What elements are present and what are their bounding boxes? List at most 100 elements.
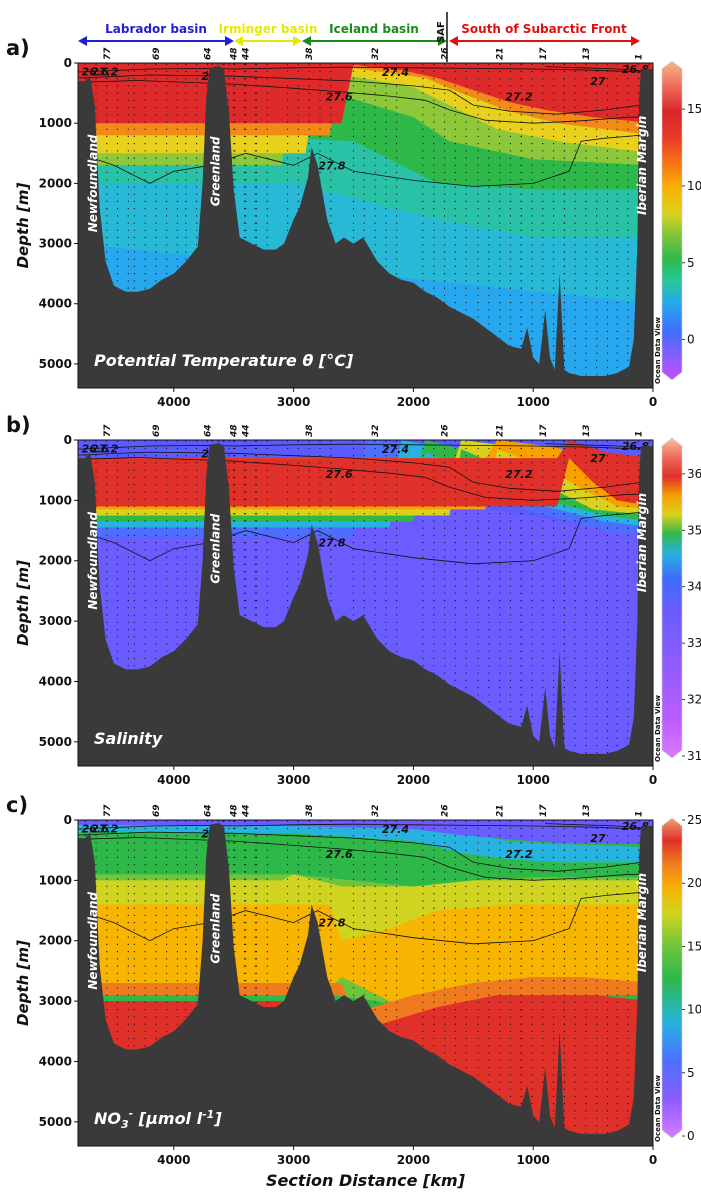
x-tick-label: 1000 <box>517 1153 550 1167</box>
temp-band-8c <box>78 63 653 166</box>
colorbar-tick-label: 35 <box>687 523 701 537</box>
station-label: 26 <box>441 424 451 437</box>
station-label: 64 <box>203 47 213 60</box>
labrador-basin-arrow <box>78 36 234 46</box>
colorbar-ramp <box>661 60 683 381</box>
variable-label-part: - <box>129 1107 134 1120</box>
panel-3: 27.427.227.627.82726.627.22726.8Newfound… <box>6 793 701 1190</box>
y-tick-label: 5000 <box>39 1115 72 1129</box>
x-tick-label: 2000 <box>397 773 430 787</box>
isopycnal-label: 27.6 <box>326 91 353 104</box>
x-tick-label: 3000 <box>277 773 310 787</box>
isopycnal-label: 26.6 <box>82 65 109 78</box>
newfoundland-label: Newfoundland <box>86 511 100 609</box>
y-tick-label: 2000 <box>39 554 72 568</box>
x-axis-label: Section Distance [km] <box>266 1171 466 1190</box>
station-label: 13 <box>582 47 592 60</box>
y-tick-label: 0 <box>64 56 72 70</box>
colorbar-tick-label: 31 <box>687 749 701 763</box>
colorbar: 15 10 5 0 Ocean Data View <box>654 60 701 384</box>
colorbar-tick-label: 25 <box>687 813 701 827</box>
station-label: 1 <box>635 811 645 817</box>
y-axis: 0 1000 2000 3000 4000 5000 <box>39 56 78 371</box>
y-axis-label: Depth [m] <box>14 560 32 646</box>
x-tick-label: 2000 <box>397 395 430 409</box>
section-panels: 27.427.227.627.82726.627.22726.8Newfound… <box>6 36 701 1190</box>
panel-label: a) <box>6 36 30 60</box>
colorbar-ramp <box>661 817 683 1139</box>
region-labels: Newfoundland Greenland Iberian Margin <box>86 873 649 990</box>
station-label: 69 <box>152 47 162 60</box>
newfoundland-label: Newfoundland <box>86 134 100 232</box>
colorbar-tick-label: 10 <box>687 1003 701 1017</box>
y-tick-label: 2000 <box>39 176 72 190</box>
colorbar-ramp <box>661 437 683 759</box>
isopycnal-line <box>78 66 642 73</box>
station-label: 21 <box>496 804 506 817</box>
x-tick-label: 4000 <box>157 773 190 787</box>
isopycnal-line <box>78 892 642 945</box>
colorbar-tick-label: 15 <box>687 102 701 116</box>
colorbar: 25 20 15 10 5 0 Ocean Data View <box>654 813 701 1143</box>
station-label: 44 <box>242 47 252 61</box>
variable-label-part: ] <box>213 1109 222 1128</box>
bathymetry <box>78 823 653 1146</box>
isopycnal-label: 26.6 <box>82 822 109 835</box>
south-subarctic-label: South of Subarctic Front <box>461 22 627 36</box>
isopycnal-line <box>78 443 642 450</box>
plot-frame <box>77 439 654 767</box>
y-tick-label: 3000 <box>39 614 72 628</box>
station-label: 44 <box>242 424 252 438</box>
y-axis: 0 1000 2000 3000 4000 5000 <box>39 813 78 1129</box>
isopycnal-label: 27.4 <box>382 823 409 836</box>
variable-label: Potential Temperature θ [°C] <box>94 351 354 370</box>
y-tick-label: 1000 <box>39 493 72 507</box>
station-label: 26 <box>441 804 451 817</box>
station-label: 64 <box>203 804 213 817</box>
variable-label-part: -1 <box>202 1108 214 1121</box>
colorbar: 36 35 34 33 32 31 Ocean Data View <box>654 437 701 763</box>
iberian-margin-label: Iberian Margin <box>635 493 649 592</box>
colorbar-tick-label: 15 <box>687 939 701 953</box>
region-labels: Newfoundland Greenland Iberian Margin <box>86 116 649 233</box>
odv-watermark: Ocean Data View <box>654 317 662 384</box>
colorbar-tick-label: 20 <box>687 876 701 890</box>
station-label: 77 <box>103 47 113 60</box>
isopycnal-label: 27.8 <box>318 159 345 172</box>
irminger-basin-label: Irminger basin <box>219 22 318 36</box>
station-labels: 77 69 64 48 44 38 32 26 21 17 13 1 <box>103 424 645 438</box>
station-label: 21 <box>496 424 506 437</box>
station-label: 17 <box>539 424 549 437</box>
y-tick-label: 1000 <box>39 116 72 130</box>
isopycnal-label: 27.4 <box>382 66 409 79</box>
isopycnal-label: 27 <box>590 832 606 845</box>
greenland-label: Greenland <box>208 893 222 963</box>
y-tick-label: 4000 <box>39 1054 72 1068</box>
irminger-basin-arrow <box>234 36 302 46</box>
isopycnal-line <box>78 80 641 124</box>
isopycnal-label: 27.2 <box>505 468 532 481</box>
isopycnal-line <box>78 512 642 565</box>
bathymetry <box>78 66 653 388</box>
variable-label-part: NO <box>94 1109 121 1128</box>
greenland-label: Greenland <box>208 136 222 206</box>
iceland-basin-arrow <box>302 36 447 46</box>
x-axis: 4000 3000 2000 1000 0 <box>157 766 657 787</box>
panel-2: 27.427.227.627.82726.627.22726.8Newfound… <box>6 413 701 787</box>
y-tick-label: 0 <box>64 433 72 447</box>
station-labels: 77 69 64 48 44 38 32 26 21 17 13 1 <box>103 804 645 818</box>
x-tick-label: 0 <box>649 1153 657 1167</box>
x-axis: 4000 3000 2000 1000 0 <box>157 388 657 409</box>
saf-label: SAF <box>436 21 447 43</box>
colorbar-tick-label: 5 <box>687 1066 695 1080</box>
isopycnal-label: 27.8 <box>318 917 345 930</box>
station-label: 69 <box>152 804 162 817</box>
station-label: 13 <box>582 804 592 817</box>
station-label: 17 <box>539 47 549 60</box>
greenland-label: Greenland <box>208 513 222 583</box>
station-label: 38 <box>305 47 315 60</box>
x-tick-label: 4000 <box>157 395 190 409</box>
x-tick-label: 0 <box>649 395 657 409</box>
station-label: 77 <box>103 804 113 817</box>
